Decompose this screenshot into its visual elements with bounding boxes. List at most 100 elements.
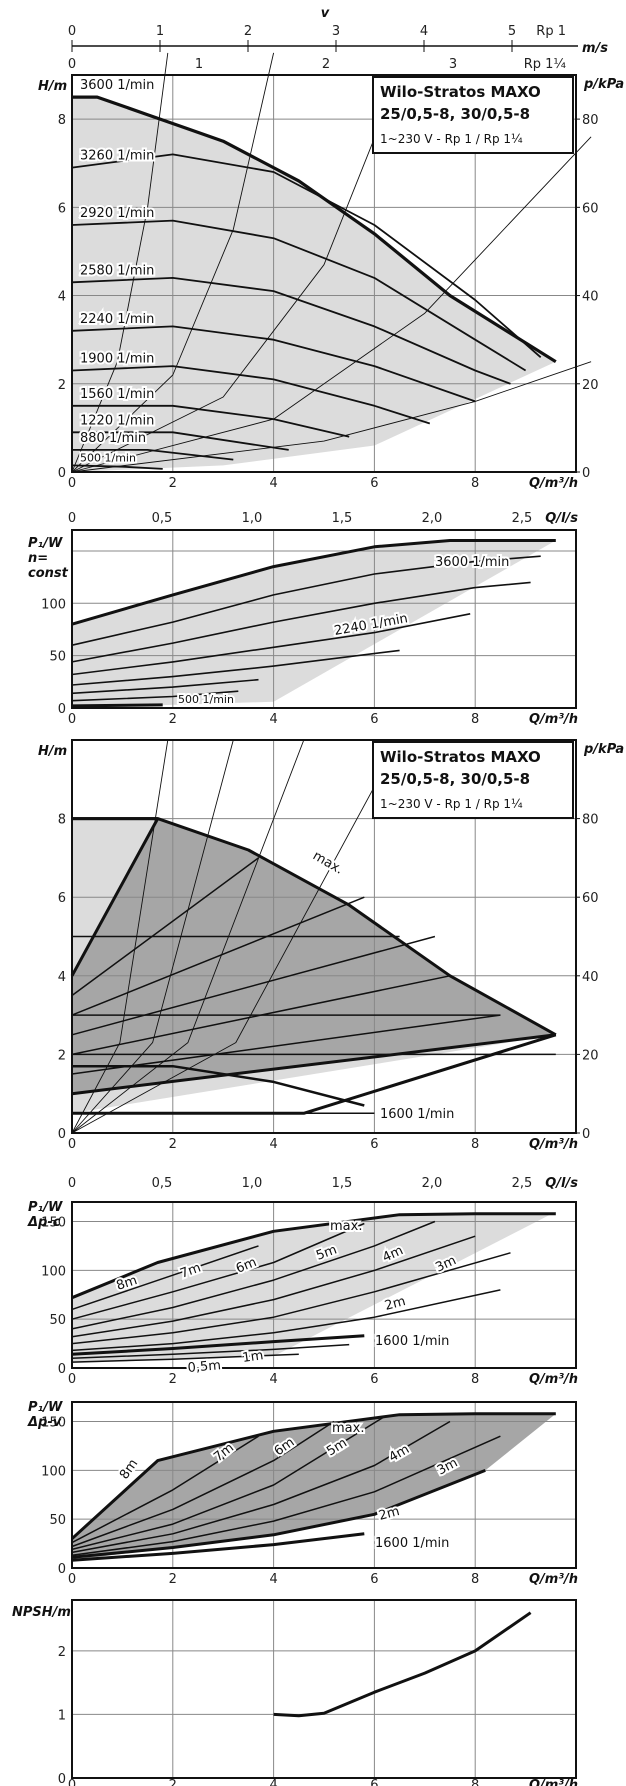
p1-const-lps-tick: 1,0 xyxy=(242,511,263,526)
p1-dpc-curve xyxy=(71,1353,299,1363)
p1-dpc-curve xyxy=(71,1261,158,1299)
p1-dpc-x-tick: 0 xyxy=(68,1372,76,1387)
p1-dpc-y-tick: 100 xyxy=(41,1264,66,1279)
hq-ctrl-lps-tick: 0,5 xyxy=(152,1176,173,1191)
p1-const-y-tick: 100 xyxy=(41,597,66,612)
p1-dpv-y-label: P₁/W xyxy=(28,1400,63,1415)
rp1-label: Rp 1 xyxy=(536,24,566,39)
rp114-label: Rp 1¼ xyxy=(524,57,567,72)
p1-const-lps-tick: 2,5 xyxy=(512,511,533,526)
hq-const-speed-label: 2240 1/min xyxy=(80,312,154,327)
hq-ctrl-min-curve xyxy=(72,1033,557,1115)
p1-const-x-tick: 2 xyxy=(169,712,177,727)
p1-dpv-frame xyxy=(71,1401,577,1569)
hq-const-y2-label: p/kPa xyxy=(583,77,624,92)
p1-const-frame xyxy=(71,529,577,709)
npsh-x-tick: 8 xyxy=(471,1778,479,1786)
p1-const-y-label-3: const xyxy=(28,566,69,581)
p1-const-speed-curve xyxy=(71,678,259,695)
hq-const-speed-label: 3600 1/min xyxy=(80,78,154,93)
hq-ctrl-y2-tick: 60 xyxy=(582,891,599,906)
p1-dpv-curve xyxy=(71,1460,159,1540)
hq-const-frame xyxy=(71,74,577,473)
hq-ctrl-y2-tick: 20 xyxy=(582,1048,599,1063)
hq-const-x-tick: 4 xyxy=(269,476,277,491)
p1-const-y-label: P₁/W xyxy=(28,536,63,551)
hq-const-x-label: Q/m³/h xyxy=(529,476,578,491)
hq-ctrl-lps-tick: 1,5 xyxy=(332,1176,353,1191)
p1-const-speed-curve xyxy=(71,555,541,646)
p1-const-speed-curve xyxy=(71,581,531,663)
p1-dpc-x-label: Q/m³/h xyxy=(529,1372,578,1387)
hq-const-speed-curve xyxy=(71,277,511,385)
hq-ctrl-y-tick: 4 xyxy=(58,970,66,985)
hq-const-x-tick: 0 xyxy=(68,476,76,491)
p1-const-label-500: 500 1/min xyxy=(178,693,234,706)
p1-dpc-y-tick: 150 xyxy=(41,1216,66,1231)
hq-const-system-curve xyxy=(71,52,275,473)
p1-const-speed-curve xyxy=(71,690,239,702)
p1-const-x-tick: 6 xyxy=(370,712,378,727)
hq-const-speed-label: 3260 1/min xyxy=(80,149,154,164)
npsh-x-tick: 0 xyxy=(68,1778,76,1786)
hq-ctrl-lps-tick: 0 xyxy=(68,1176,76,1191)
hq-const-y2-tick: 0 xyxy=(582,466,590,481)
hq-ctrl-lps-label: Q/l/s xyxy=(545,1176,578,1191)
p1-dpv-label: 1600 1/min xyxy=(375,1536,449,1551)
npsh-y-label: NPSH/m xyxy=(12,1605,71,1620)
p1-dpc-curve xyxy=(71,1289,501,1352)
p1-const-y-label-2: n= xyxy=(28,551,48,566)
hq-ctrl-y2-tick: 80 xyxy=(582,813,599,828)
velocity-rp114-tick: 1 xyxy=(195,57,203,72)
p1-dpv-x-tick: 8 xyxy=(471,1572,479,1587)
hq-const-y-tick: 0 xyxy=(58,466,66,481)
p1-const-speed-curve xyxy=(71,613,471,676)
p1-dpc-x-tick: 8 xyxy=(471,1372,479,1387)
p1-dpc-y-label-2: Δp-c xyxy=(27,1215,61,1230)
p1-const-y-tick: 0 xyxy=(58,702,66,717)
hq-ctrl-dpv-line xyxy=(71,975,451,1056)
p1-const-x-label: Q/m³/h xyxy=(529,712,578,727)
p1-dpc-label: 1600 1/min xyxy=(375,1334,449,1349)
hq-ctrl-dpv-line xyxy=(71,896,365,1016)
hq-ctrl-y-tick: 8 xyxy=(58,813,66,828)
p1-dpv-y-label-2: Δp-v xyxy=(27,1415,62,1430)
p1-dpc-label: 0,5m xyxy=(187,1358,222,1376)
hq-const-y-label: H/m xyxy=(38,79,67,94)
npsh-curve xyxy=(273,1611,532,1718)
p1-dpc-frame xyxy=(71,1201,577,1369)
hq-ctrl-title: Wilo-Stratos MAXO xyxy=(380,748,541,766)
velocity-rp1-tick: 0 xyxy=(68,24,76,39)
p1-dpv-field xyxy=(72,1413,556,1561)
hq-const-title: Wilo-Stratos MAXO xyxy=(380,83,541,101)
velocity-rp114-tick: 2 xyxy=(322,57,330,72)
p1-const-x-tick: 4 xyxy=(269,712,277,727)
p1-const-speed-curve xyxy=(71,539,556,626)
p1-dpc-label: max. xyxy=(330,1219,362,1234)
p1-const-label-3600: 3600 1/min xyxy=(435,555,509,570)
p1-dpv-y-tick: 150 xyxy=(41,1416,66,1431)
hq-const-x-tick: 6 xyxy=(370,476,378,491)
p1-dpv-curve xyxy=(71,1415,385,1551)
p1-dpv-x-tick: 2 xyxy=(169,1572,177,1587)
npsh-y-tick: 2 xyxy=(58,1645,66,1660)
npsh-x-tick: 2 xyxy=(169,1778,177,1786)
hq-ctrl-lps-tick: 2,0 xyxy=(422,1176,443,1191)
p1-dpv-label: max. xyxy=(332,1421,364,1436)
velocity-rp1-tick: 2 xyxy=(244,24,252,39)
hq-const-field xyxy=(72,97,556,472)
hq-const-x-tick: 8 xyxy=(471,476,479,491)
p1-dpv-curve xyxy=(71,1435,259,1544)
hq-const-speed-curve xyxy=(71,153,542,358)
hq-const-speed-curve xyxy=(72,404,350,438)
p1-dpv-y-tick: 50 xyxy=(49,1513,66,1528)
hq-ctrl-lps-tick: 1,0 xyxy=(242,1176,263,1191)
hq-ctrl-frame xyxy=(71,739,577,1134)
p1-dpv-x-tick: 6 xyxy=(370,1572,378,1587)
hq-const-speed-label: 1900 1/min xyxy=(80,352,154,367)
p1-dpc-y-tick: 50 xyxy=(49,1313,66,1328)
p1-const-y-tick: 50 xyxy=(49,650,66,665)
hq-ctrl-x-tick: 8 xyxy=(471,1137,479,1152)
hq-ctrl-x-tick: 2 xyxy=(169,1137,177,1152)
hq-const-speed-curve xyxy=(71,325,476,403)
